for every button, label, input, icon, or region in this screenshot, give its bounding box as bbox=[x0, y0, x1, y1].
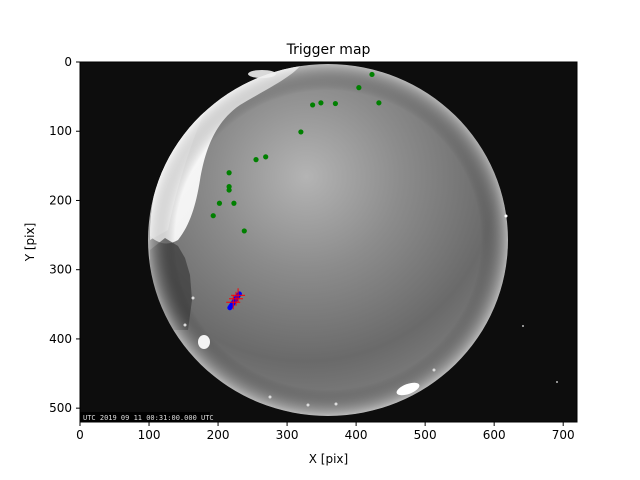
trigger-point bbox=[356, 85, 362, 91]
trigger-point bbox=[231, 200, 237, 206]
y-axis-ticks: 0 100 200 300 400 500 bbox=[49, 55, 80, 415]
x-tick-label: 200 bbox=[207, 428, 230, 442]
trigger-point bbox=[332, 100, 339, 107]
y-tick-label: 100 bbox=[49, 124, 72, 138]
trigger-point bbox=[369, 71, 375, 78]
trigger-point bbox=[310, 102, 316, 108]
trigger-point bbox=[226, 170, 232, 176]
y-tick-label: 200 bbox=[49, 193, 72, 207]
y-tick-label: 300 bbox=[49, 263, 72, 277]
trigger-point bbox=[216, 200, 223, 206]
fit-cross bbox=[229, 291, 244, 306]
sky-image: UTC 2019 09 11 00:31:00.000 UTC bbox=[80, 62, 577, 422]
chart-title: Trigger map bbox=[286, 42, 371, 58]
x-tick-label: 400 bbox=[345, 428, 368, 442]
y-tick-label: 400 bbox=[49, 332, 72, 346]
x-tick-label: 700 bbox=[552, 428, 575, 442]
x-tick-label: 300 bbox=[276, 428, 299, 442]
image-timestamp: UTC 2019 09 11 00:31:00.000 UTC bbox=[83, 414, 214, 422]
series-layer bbox=[210, 71, 382, 311]
x-tick-label: 600 bbox=[483, 428, 506, 442]
trigger-point bbox=[210, 213, 216, 219]
x-axis-label: X [pix] bbox=[309, 452, 348, 466]
trigger-point bbox=[376, 100, 382, 106]
plot-frame bbox=[79, 61, 578, 423]
y-tick-label: 0 bbox=[64, 55, 72, 69]
trigger-point bbox=[263, 154, 269, 160]
trigger-point bbox=[241, 228, 247, 234]
y-axis-label: Y [pix] bbox=[23, 223, 37, 263]
x-tick-label: 100 bbox=[138, 428, 161, 442]
trigger-point bbox=[298, 129, 304, 135]
x-tick-label: 0 bbox=[76, 428, 84, 442]
x-axis-ticks: 0 100 200 300 400 500 600 700 bbox=[76, 422, 575, 442]
y-tick-label: 500 bbox=[49, 401, 72, 415]
fit-cross bbox=[231, 288, 246, 303]
trigger-point bbox=[318, 100, 324, 106]
trigger-point bbox=[253, 157, 259, 163]
x-tick-label: 500 bbox=[414, 428, 437, 442]
trigger-point bbox=[226, 187, 232, 193]
